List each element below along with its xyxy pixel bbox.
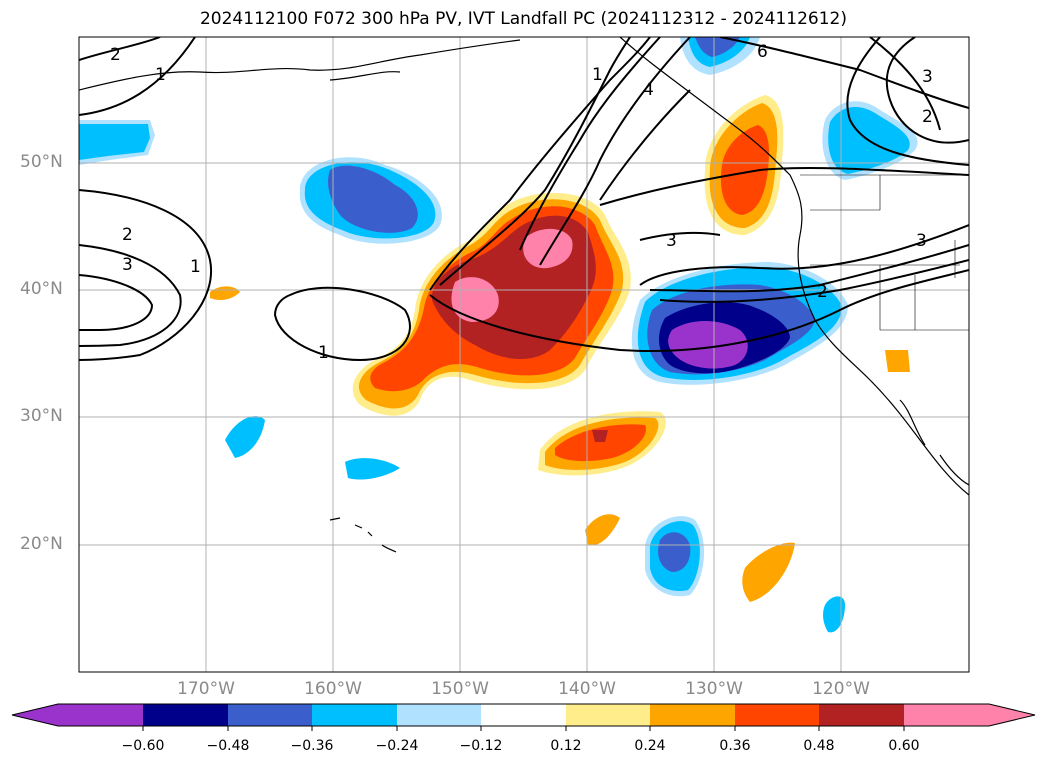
shade-east-negative: [631, 262, 848, 385]
lon-label: 170°W: [177, 679, 235, 699]
coastlines: [79, 37, 969, 553]
shade-small-negative-1: [225, 416, 265, 458]
shade-bc-positive: [704, 95, 784, 235]
chart-title: 2024112100 F072 300 hPa PV, IVT Landfall…: [199, 9, 847, 29]
colorbar-tick-label: −0.36: [290, 738, 334, 754]
colorbar-tick-label: 0.24: [634, 738, 666, 754]
contour-label: 1: [190, 257, 201, 277]
lat-label: 30°N: [20, 406, 63, 426]
shade-central-positive: [352, 192, 631, 416]
contour-label: 2: [110, 45, 121, 65]
contour-label: 1: [155, 65, 166, 85]
lon-label: 160°W: [304, 679, 362, 699]
shade-subtropical-positive: [538, 411, 666, 476]
shade-nw-negative: [79, 120, 155, 165]
colorbar-tick-label: 0.48: [803, 738, 835, 754]
colorbar-tick-label: −0.48: [206, 738, 250, 754]
shade-small-negative-2: [345, 458, 400, 480]
colorbar-extend-low: [12, 704, 58, 726]
colorbar-tick-label: 0.36: [719, 738, 751, 754]
colorbar: [11, 703, 1036, 731]
lon-label: 120°W: [812, 679, 870, 699]
lat-label: 40°N: [20, 279, 63, 299]
colorbar-tick-label: −0.24: [375, 738, 419, 754]
state-borders: [800, 174, 969, 331]
contour-label: 1: [318, 343, 329, 363]
colorbar-tick-label: 0.12: [550, 738, 582, 754]
lon-label: 140°W: [558, 679, 616, 699]
shade-small-positive-2: [585, 514, 620, 546]
lat-label: 20°N: [20, 534, 63, 554]
contour-label: 3: [922, 67, 933, 87]
map-plot-area: 2 1 2 3 1 1 1 4 6 3 2 3 3 2: [79, 37, 969, 672]
colorbar-tick-label: 0.60: [888, 738, 920, 754]
contour-label: 4: [643, 80, 654, 100]
shade-south-negative: [645, 516, 705, 597]
contour-label: 2: [922, 107, 933, 127]
plot-frame: [78, 36, 970, 673]
contour-label: 2: [122, 225, 133, 245]
colorbar-tick-label: −0.60: [121, 738, 165, 754]
shade-small-positive-3: [742, 542, 795, 602]
lat-label: 50°N: [20, 152, 63, 172]
colorbar-tick-label: −0.12: [459, 738, 503, 754]
contour-label: 1: [592, 65, 603, 85]
contour-label: 3: [666, 231, 677, 251]
contour-label: 3: [916, 231, 927, 251]
shade-small-negative-3: [823, 596, 845, 633]
contour-label: 3: [122, 255, 133, 275]
shade-small-positive-4: [885, 350, 910, 372]
colorbar-extend-high: [989, 704, 1035, 726]
shade-gulf-negative: [299, 157, 442, 244]
graticule: [79, 37, 969, 672]
contour-label: 6: [757, 42, 768, 62]
lon-label: 130°W: [685, 679, 743, 699]
contour-label: 2: [817, 282, 828, 302]
shade-north-negative: [680, 37, 760, 75]
ivt-contours: [79, 37, 969, 362]
lon-label: 150°W: [431, 679, 489, 699]
contour-labels: 2 1 2 3 1 1 1 4 6 3 2 3 3 2: [110, 42, 933, 363]
